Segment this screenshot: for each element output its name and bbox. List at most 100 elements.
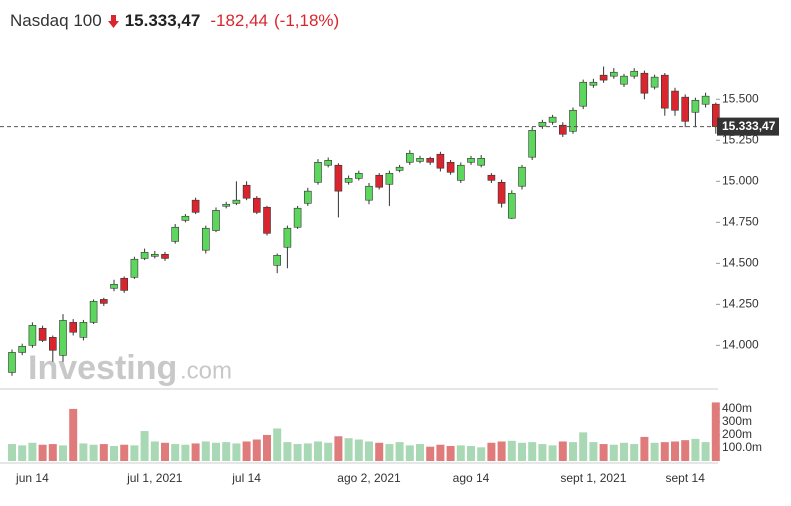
candle-body bbox=[446, 161, 455, 173]
candle-body bbox=[579, 81, 588, 107]
volume-bar bbox=[314, 441, 322, 461]
candle-body bbox=[538, 121, 547, 127]
volume-bar bbox=[681, 440, 690, 461]
candle-body bbox=[232, 199, 241, 204]
volume-bar bbox=[79, 443, 88, 461]
volume-bar bbox=[28, 442, 37, 461]
volume-bar bbox=[232, 443, 241, 461]
candle-body bbox=[660, 74, 669, 109]
candle-body bbox=[487, 174, 496, 181]
candle-body bbox=[110, 284, 118, 289]
x-tick-label: sept 14 bbox=[666, 471, 706, 485]
candle-body bbox=[263, 206, 271, 234]
candle-body bbox=[344, 178, 353, 183]
candle-body bbox=[640, 72, 649, 94]
candle-body bbox=[324, 160, 333, 166]
x-tick-label: sept 1, 2021 bbox=[560, 471, 626, 485]
candle-body bbox=[18, 346, 27, 353]
volume-bar bbox=[528, 442, 537, 461]
volume-bar bbox=[660, 442, 669, 461]
y-tick-label: 14.000 bbox=[722, 338, 759, 352]
candle-body bbox=[222, 203, 230, 207]
volume-bar bbox=[59, 445, 67, 461]
candle-body bbox=[620, 75, 628, 85]
candle-body bbox=[467, 158, 475, 163]
candle-body bbox=[609, 71, 618, 77]
volume-bar bbox=[589, 442, 598, 461]
volume-bar bbox=[691, 438, 700, 461]
change: -182,44 bbox=[210, 11, 268, 30]
candle-body bbox=[212, 210, 220, 231]
candle-body bbox=[273, 254, 282, 266]
volume-bar bbox=[405, 445, 414, 461]
volume-bar bbox=[711, 402, 720, 461]
volume-bar bbox=[609, 444, 618, 461]
volume-bar bbox=[69, 408, 78, 461]
x-tick-label: ago 2, 2021 bbox=[337, 471, 401, 485]
last-price: 15.333,47 bbox=[124, 11, 201, 30]
volume-bar bbox=[365, 441, 373, 461]
candle-body bbox=[528, 129, 537, 158]
volume-bar bbox=[18, 445, 27, 461]
candle-body bbox=[191, 199, 200, 213]
candle-body bbox=[650, 76, 659, 88]
volume-bar bbox=[38, 444, 47, 461]
volume-bar bbox=[395, 442, 404, 461]
volume-bar bbox=[385, 444, 394, 461]
candle-body bbox=[89, 301, 98, 323]
candle-body bbox=[630, 70, 639, 77]
volume-bar bbox=[375, 442, 384, 461]
candle-body bbox=[59, 320, 67, 356]
candle-body bbox=[681, 96, 690, 122]
volume-bar bbox=[89, 444, 98, 461]
volume-bar bbox=[701, 442, 710, 461]
candle-body bbox=[395, 166, 404, 171]
x-tick-label: jul 1, 2021 bbox=[126, 471, 183, 485]
candle-body bbox=[151, 254, 159, 257]
candle-body bbox=[130, 258, 139, 278]
candle-body bbox=[436, 153, 445, 169]
volume-bar bbox=[467, 446, 475, 461]
volume-bar bbox=[548, 445, 557, 461]
candle-body bbox=[671, 90, 679, 111]
volume-bar bbox=[599, 444, 608, 461]
volume-bar bbox=[579, 432, 588, 461]
y-tick-label: 15.500 bbox=[722, 91, 759, 105]
candle-body bbox=[202, 227, 210, 251]
volume-tick-label: 300m bbox=[722, 414, 752, 428]
y-tick-label: 15.250 bbox=[722, 132, 759, 146]
volume-bar bbox=[640, 436, 649, 461]
volume-bar bbox=[130, 445, 139, 461]
volume-bar bbox=[48, 444, 57, 461]
candle-body bbox=[242, 184, 251, 199]
volume-bar bbox=[181, 444, 190, 461]
candle-body bbox=[171, 226, 179, 242]
volume-bar bbox=[538, 444, 547, 461]
candle-body bbox=[599, 74, 608, 81]
candle-body bbox=[558, 124, 567, 135]
candle-body bbox=[314, 161, 322, 183]
watermark-suffix: .com bbox=[180, 357, 232, 384]
volume-bar bbox=[569, 442, 577, 461]
candle-body bbox=[120, 277, 128, 291]
y-tick-label: 15.000 bbox=[722, 173, 759, 187]
candle-body bbox=[385, 172, 394, 185]
candle-body bbox=[140, 252, 149, 259]
candle-body bbox=[701, 95, 710, 105]
candle-body bbox=[8, 352, 16, 373]
candle-body bbox=[253, 197, 261, 213]
volume-bar bbox=[426, 446, 435, 461]
candle-body bbox=[28, 325, 37, 346]
volume-bar bbox=[191, 443, 200, 461]
volume-bar bbox=[293, 444, 302, 461]
down-arrow bbox=[107, 14, 119, 28]
volume-bar bbox=[416, 444, 424, 461]
header: Nasdaq 100 15.333,47 -182,44 (-1,18%) bbox=[10, 8, 339, 34]
volume-bar bbox=[671, 441, 679, 461]
candle-body bbox=[416, 158, 424, 162]
volume-bar bbox=[161, 442, 169, 461]
watermark-brand: Investing bbox=[28, 349, 177, 387]
y-tick-label: 14.250 bbox=[722, 297, 759, 311]
candle-body bbox=[691, 99, 700, 113]
